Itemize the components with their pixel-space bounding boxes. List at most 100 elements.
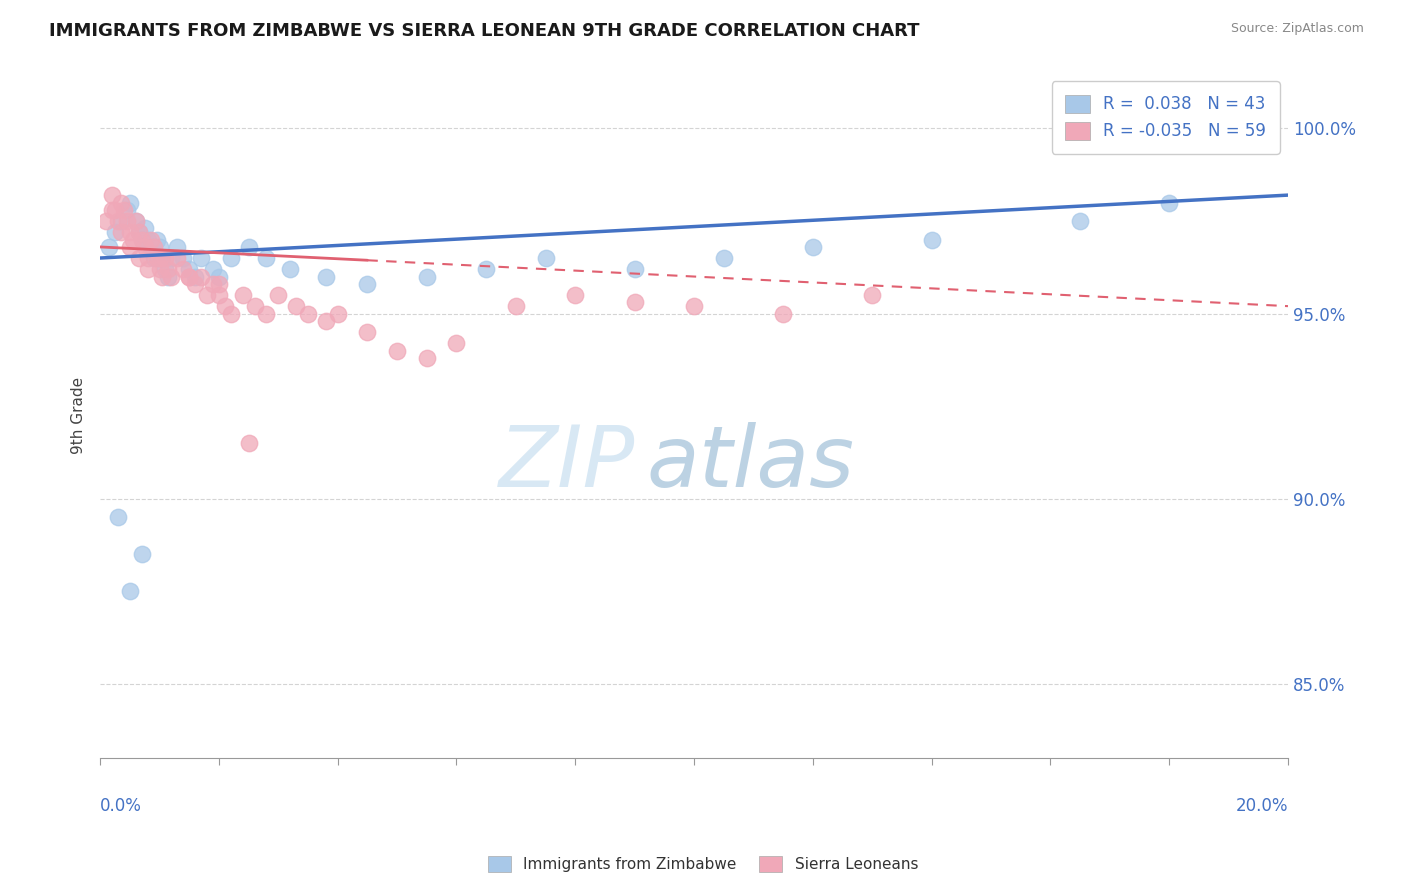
Point: [115, 214, 138, 228]
Point: [208, 288, 231, 302]
Legend: R =  0.038   N = 43, R = -0.035   N = 59: R = 0.038 N = 43, R = -0.035 N = 59: [1052, 81, 1279, 153]
Point: [475, 262, 498, 277]
Point: [112, 202, 135, 217]
Point: [921, 233, 943, 247]
Point: [152, 251, 174, 265]
Point: [1159, 195, 1181, 210]
Point: [136, 262, 159, 277]
Point: [214, 299, 236, 313]
Point: [201, 277, 224, 291]
Point: [148, 240, 170, 254]
Point: [267, 288, 290, 302]
Point: [356, 277, 378, 291]
Text: atlas: atlas: [647, 422, 855, 505]
Point: [139, 240, 162, 254]
Point: [201, 262, 224, 277]
Point: [110, 195, 132, 210]
Text: Source: ZipAtlas.com: Source: ZipAtlas.com: [1230, 22, 1364, 36]
Point: [118, 195, 141, 210]
Point: [179, 262, 201, 277]
Text: 20.0%: 20.0%: [1236, 797, 1288, 814]
Point: [238, 240, 260, 254]
Point: [134, 240, 156, 254]
Point: [128, 251, 150, 265]
Point: [219, 307, 242, 321]
Point: [118, 240, 141, 254]
Point: [285, 299, 308, 313]
Point: [107, 510, 129, 524]
Point: [278, 262, 301, 277]
Point: [860, 288, 883, 302]
Point: [1069, 214, 1091, 228]
Point: [155, 262, 177, 277]
Point: [101, 188, 124, 202]
Text: ZIP: ZIP: [498, 422, 634, 505]
Point: [505, 299, 527, 313]
Point: [160, 269, 183, 284]
Point: [145, 251, 167, 265]
Point: [98, 240, 121, 254]
Point: [118, 584, 141, 599]
Point: [128, 225, 150, 239]
Point: [254, 251, 277, 265]
Point: [416, 351, 439, 365]
Point: [238, 436, 260, 450]
Point: [104, 202, 127, 217]
Point: [254, 307, 277, 321]
Point: [315, 269, 337, 284]
Point: [145, 233, 167, 247]
Point: [118, 225, 141, 239]
Point: [184, 269, 207, 284]
Point: [190, 269, 212, 284]
Point: [128, 225, 150, 239]
Point: [208, 277, 231, 291]
Point: [104, 225, 127, 239]
Point: [195, 288, 218, 302]
Point: [385, 343, 408, 358]
Point: [623, 295, 645, 310]
Point: [315, 314, 337, 328]
Legend: Immigrants from Zimbabwe, Sierra Leoneans: Immigrants from Zimbabwe, Sierra Leonean…: [481, 848, 925, 880]
Point: [190, 251, 212, 265]
Point: [416, 269, 439, 284]
Point: [801, 240, 824, 254]
Point: [184, 277, 207, 291]
Point: [157, 262, 180, 277]
Text: 0.0%: 0.0%: [100, 797, 142, 814]
Text: IMMIGRANTS FROM ZIMBABWE VS SIERRA LEONEAN 9TH GRADE CORRELATION CHART: IMMIGRANTS FROM ZIMBABWE VS SIERRA LEONE…: [49, 22, 920, 40]
Point: [94, 214, 117, 228]
Point: [131, 233, 153, 247]
Point: [157, 269, 180, 284]
Point: [139, 233, 162, 247]
Point: [148, 251, 170, 265]
Point: [136, 251, 159, 265]
Point: [160, 251, 183, 265]
Point: [131, 233, 153, 247]
Point: [107, 214, 129, 228]
Point: [166, 240, 188, 254]
Point: [534, 251, 557, 265]
Point: [131, 547, 153, 561]
Point: [166, 251, 188, 265]
Point: [326, 307, 349, 321]
Point: [115, 202, 138, 217]
Point: [172, 262, 194, 277]
Point: [179, 269, 201, 284]
Point: [356, 325, 378, 339]
Point: [446, 336, 468, 351]
Point: [125, 214, 148, 228]
Y-axis label: 9th Grade: 9th Grade: [72, 376, 86, 454]
Point: [172, 251, 194, 265]
Point: [134, 221, 156, 235]
Point: [564, 288, 586, 302]
Point: [623, 262, 645, 277]
Point: [110, 225, 132, 239]
Point: [232, 288, 254, 302]
Point: [148, 262, 170, 277]
Point: [121, 233, 143, 247]
Point: [683, 299, 706, 313]
Point: [142, 240, 165, 254]
Point: [155, 251, 177, 265]
Point: [297, 307, 319, 321]
Point: [208, 269, 231, 284]
